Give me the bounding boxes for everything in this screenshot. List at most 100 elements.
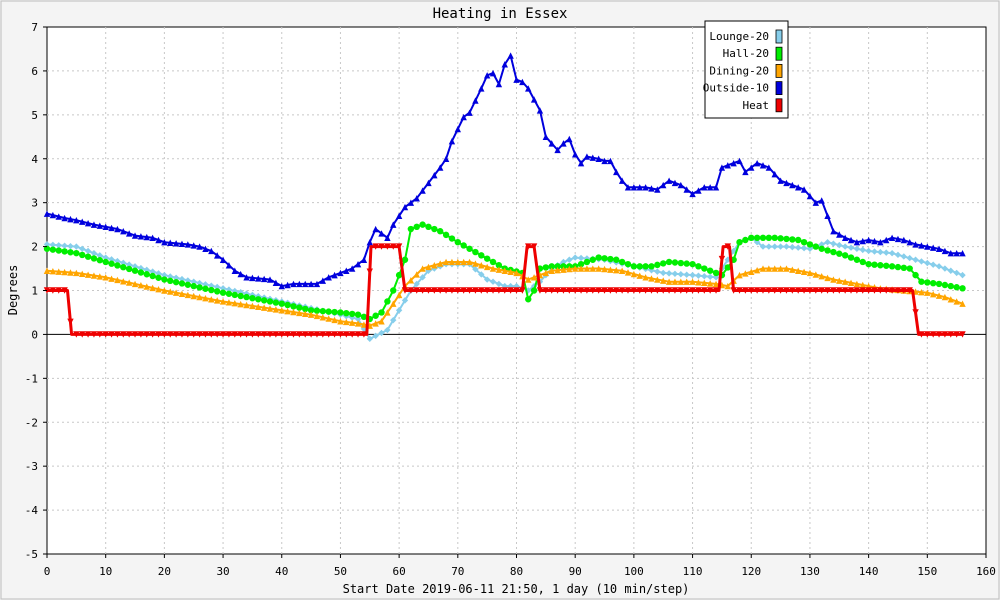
data-point-hall-20 — [648, 263, 655, 270]
data-point-lounge-20 — [354, 315, 362, 323]
data-point-heat — [706, 287, 714, 294]
data-point-heat — [795, 287, 802, 294]
data-point-dining-20 — [290, 308, 297, 316]
data-point-hall-20 — [348, 310, 356, 318]
data-point-outside-10 — [712, 184, 720, 191]
data-point-dining-20 — [354, 320, 362, 327]
data-point-lounge-20 — [167, 273, 174, 280]
data-point-dining-20 — [648, 275, 655, 282]
data-point-hall-20 — [437, 228, 444, 235]
data-point-outside-10 — [847, 236, 855, 244]
data-point-outside-10 — [413, 195, 420, 202]
data-point-outside-10 — [877, 238, 884, 246]
data-point-dining-20 — [337, 318, 344, 325]
data-point-dining-20 — [495, 266, 503, 273]
data-point-lounge-20 — [906, 254, 913, 262]
data-point-outside-10 — [231, 267, 238, 274]
data-point-heat — [601, 287, 608, 294]
data-point-hall-20 — [114, 262, 121, 269]
data-point-outside-10 — [172, 240, 180, 247]
data-point-dining-20 — [61, 268, 68, 276]
data-point-lounge-20 — [401, 297, 409, 304]
data-point-heat — [272, 331, 280, 338]
data-point-lounge-20 — [143, 266, 150, 274]
data-point-dining-20 — [213, 297, 221, 304]
data-point-hall-20 — [525, 296, 532, 303]
legend-swatch-outside-10 — [775, 81, 783, 95]
data-point-lounge-20 — [660, 269, 667, 277]
x-tick-label: 60 — [393, 565, 406, 578]
data-point-heat — [84, 331, 92, 338]
data-point-outside-10 — [249, 274, 256, 282]
data-point-outside-10 — [325, 274, 332, 281]
y-tick-label: -5 — [25, 548, 38, 561]
data-point-dining-20 — [929, 290, 937, 298]
data-point-lounge-20 — [489, 278, 497, 285]
data-point-hall-20 — [906, 265, 913, 272]
data-point-heat — [689, 287, 696, 294]
data-point-lounge-20 — [108, 256, 115, 263]
data-point-dining-20 — [395, 291, 403, 299]
data-point-outside-10 — [577, 159, 585, 167]
data-point-outside-10 — [425, 179, 432, 187]
data-point-outside-10 — [642, 184, 649, 191]
data-point-hall-20 — [935, 280, 943, 288]
data-point-heat — [307, 331, 315, 338]
data-point-heat — [583, 287, 591, 294]
data-point-dining-20 — [448, 258, 456, 266]
data-point-outside-10 — [554, 146, 561, 154]
data-point-heat — [607, 287, 614, 294]
data-point-lounge-20 — [836, 241, 843, 249]
data-point-hall-20 — [184, 281, 192, 288]
data-point-outside-10 — [208, 247, 215, 255]
data-point-heat — [337, 331, 344, 338]
data-point-outside-10 — [671, 179, 679, 187]
data-point-dining-20 — [841, 278, 849, 285]
data-point-lounge-20 — [472, 266, 479, 273]
data-point-hall-20 — [378, 309, 385, 316]
data-point-outside-10 — [90, 221, 98, 228]
data-point-heat — [924, 331, 931, 338]
data-point-dining-20 — [595, 265, 602, 272]
data-point-dining-20 — [73, 269, 80, 277]
data-point-hall-20 — [489, 258, 497, 266]
data-point-outside-10 — [607, 157, 614, 165]
data-point-hall-20 — [671, 259, 679, 266]
data-point-dining-20 — [589, 265, 596, 272]
data-point-hall-20 — [495, 262, 503, 269]
x-tick-label: 50 — [334, 565, 347, 578]
data-point-lounge-20 — [847, 244, 855, 251]
data-point-heat — [442, 287, 450, 294]
y-tick-label: 5 — [31, 109, 38, 122]
data-point-outside-10 — [125, 230, 133, 237]
x-tick-label: 80 — [510, 565, 523, 578]
legend-label-lounge-20: Lounge-20 — [709, 30, 769, 43]
data-point-outside-10 — [196, 243, 203, 250]
data-point-outside-10 — [648, 185, 655, 192]
data-point-lounge-20 — [525, 287, 532, 294]
data-point-heat — [701, 287, 708, 294]
data-point-outside-10 — [478, 85, 485, 92]
data-point-dining-20 — [108, 275, 115, 282]
data-point-outside-10 — [337, 269, 344, 277]
data-point-hall-20 — [372, 312, 379, 319]
data-point-dining-20 — [90, 272, 98, 279]
data-point-outside-10 — [155, 236, 162, 244]
data-point-heat — [266, 331, 274, 338]
data-point-heat — [877, 287, 884, 294]
y-tick-label: 0 — [31, 328, 38, 341]
data-point-hall-20 — [607, 255, 614, 263]
data-point-lounge-20 — [900, 253, 908, 260]
data-point-dining-20 — [167, 288, 174, 295]
data-point-hall-20 — [167, 277, 174, 285]
data-point-heat — [929, 331, 937, 338]
data-point-outside-10 — [601, 157, 608, 165]
data-point-hall-20 — [777, 235, 784, 242]
data-point-outside-10 — [836, 231, 843, 238]
data-point-heat — [143, 331, 150, 338]
data-point-lounge-20 — [208, 282, 215, 289]
data-point-heat — [883, 287, 890, 294]
data-point-dining-20 — [507, 268, 514, 276]
data-point-heat — [372, 243, 379, 250]
data-point-heat — [96, 331, 104, 338]
